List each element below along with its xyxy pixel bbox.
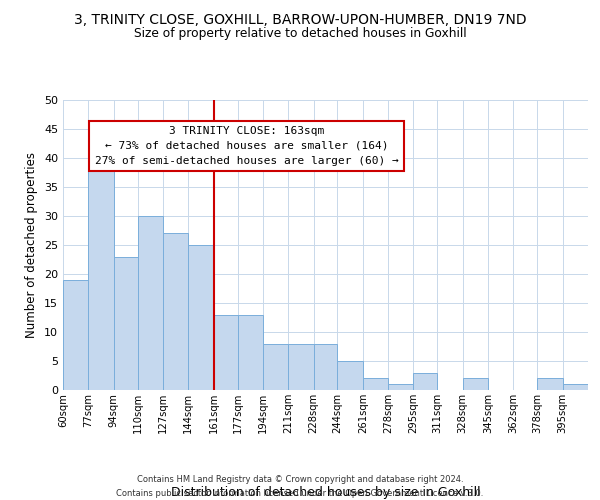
Bar bbox=[537, 378, 563, 390]
Bar bbox=[188, 245, 214, 390]
Bar bbox=[363, 378, 388, 390]
Bar bbox=[163, 234, 188, 390]
Text: 3 TRINITY CLOSE: 163sqm
← 73% of detached houses are smaller (164)
27% of semi-d: 3 TRINITY CLOSE: 163sqm ← 73% of detache… bbox=[95, 126, 398, 166]
Bar bbox=[413, 372, 437, 390]
Bar bbox=[563, 384, 588, 390]
Bar bbox=[263, 344, 288, 390]
Text: 3, TRINITY CLOSE, GOXHILL, BARROW-UPON-HUMBER, DN19 7ND: 3, TRINITY CLOSE, GOXHILL, BARROW-UPON-H… bbox=[74, 12, 526, 26]
Y-axis label: Number of detached properties: Number of detached properties bbox=[25, 152, 38, 338]
Bar bbox=[314, 344, 337, 390]
Bar bbox=[137, 216, 163, 390]
X-axis label: Distribution of detached houses by size in Goxhill: Distribution of detached houses by size … bbox=[170, 486, 481, 499]
Bar bbox=[88, 170, 114, 390]
Bar bbox=[463, 378, 488, 390]
Bar bbox=[63, 280, 88, 390]
Text: Contains HM Land Registry data © Crown copyright and database right 2024.
Contai: Contains HM Land Registry data © Crown c… bbox=[116, 476, 484, 498]
Bar bbox=[337, 361, 363, 390]
Bar bbox=[288, 344, 314, 390]
Bar bbox=[114, 256, 137, 390]
Bar bbox=[238, 314, 263, 390]
Bar bbox=[388, 384, 413, 390]
Text: Size of property relative to detached houses in Goxhill: Size of property relative to detached ho… bbox=[134, 28, 466, 40]
Bar bbox=[214, 314, 238, 390]
